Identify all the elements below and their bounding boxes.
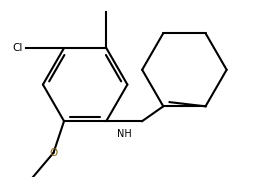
Text: NH: NH xyxy=(117,129,132,139)
Text: Cl: Cl xyxy=(13,43,23,53)
Text: O: O xyxy=(49,148,57,158)
